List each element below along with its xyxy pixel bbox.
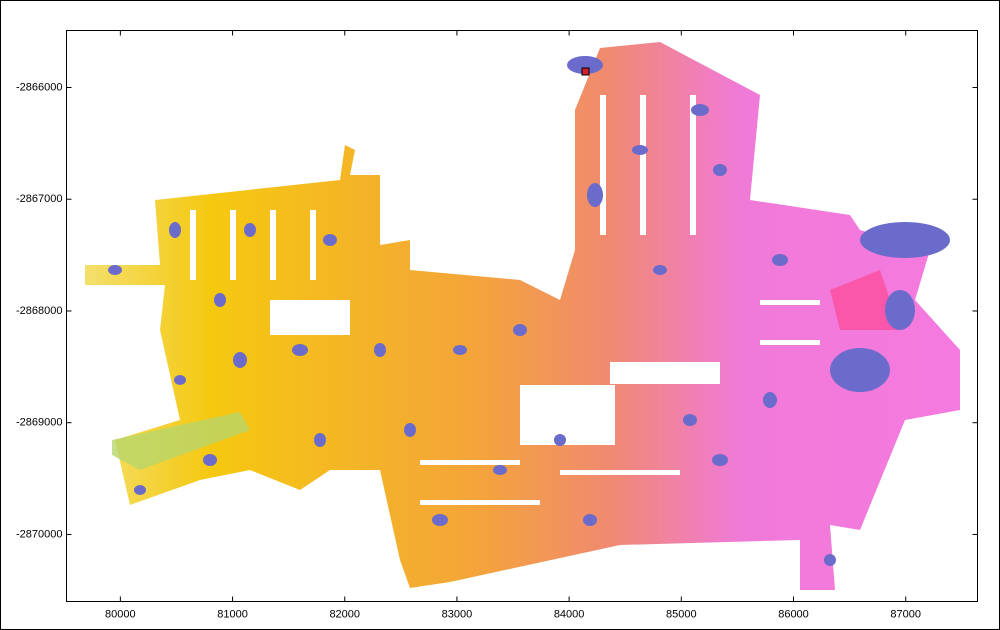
x-tick-label: 85000	[666, 608, 697, 620]
x-tick-label: 81000	[217, 608, 248, 620]
x-tick-label: 80000	[105, 608, 136, 620]
x-tick-label: 86000	[778, 608, 809, 620]
y-tick-label: -2866000	[16, 81, 63, 93]
y-tick-label: -2869000	[16, 417, 63, 429]
y-tick-label: -2870000	[16, 528, 63, 540]
y-tick-label: -2868000	[16, 305, 63, 317]
x-tick-label: 82000	[329, 608, 360, 620]
x-tick-label: 83000	[442, 608, 473, 620]
x-tick-label: 84000	[554, 608, 585, 620]
x-tick-label: 87000	[890, 608, 921, 620]
y-tick-label: -2867000	[16, 193, 63, 205]
map-view: 80000 81000 82000 83000 84000 85000 86000 87000…	[0, 0, 1000, 630]
